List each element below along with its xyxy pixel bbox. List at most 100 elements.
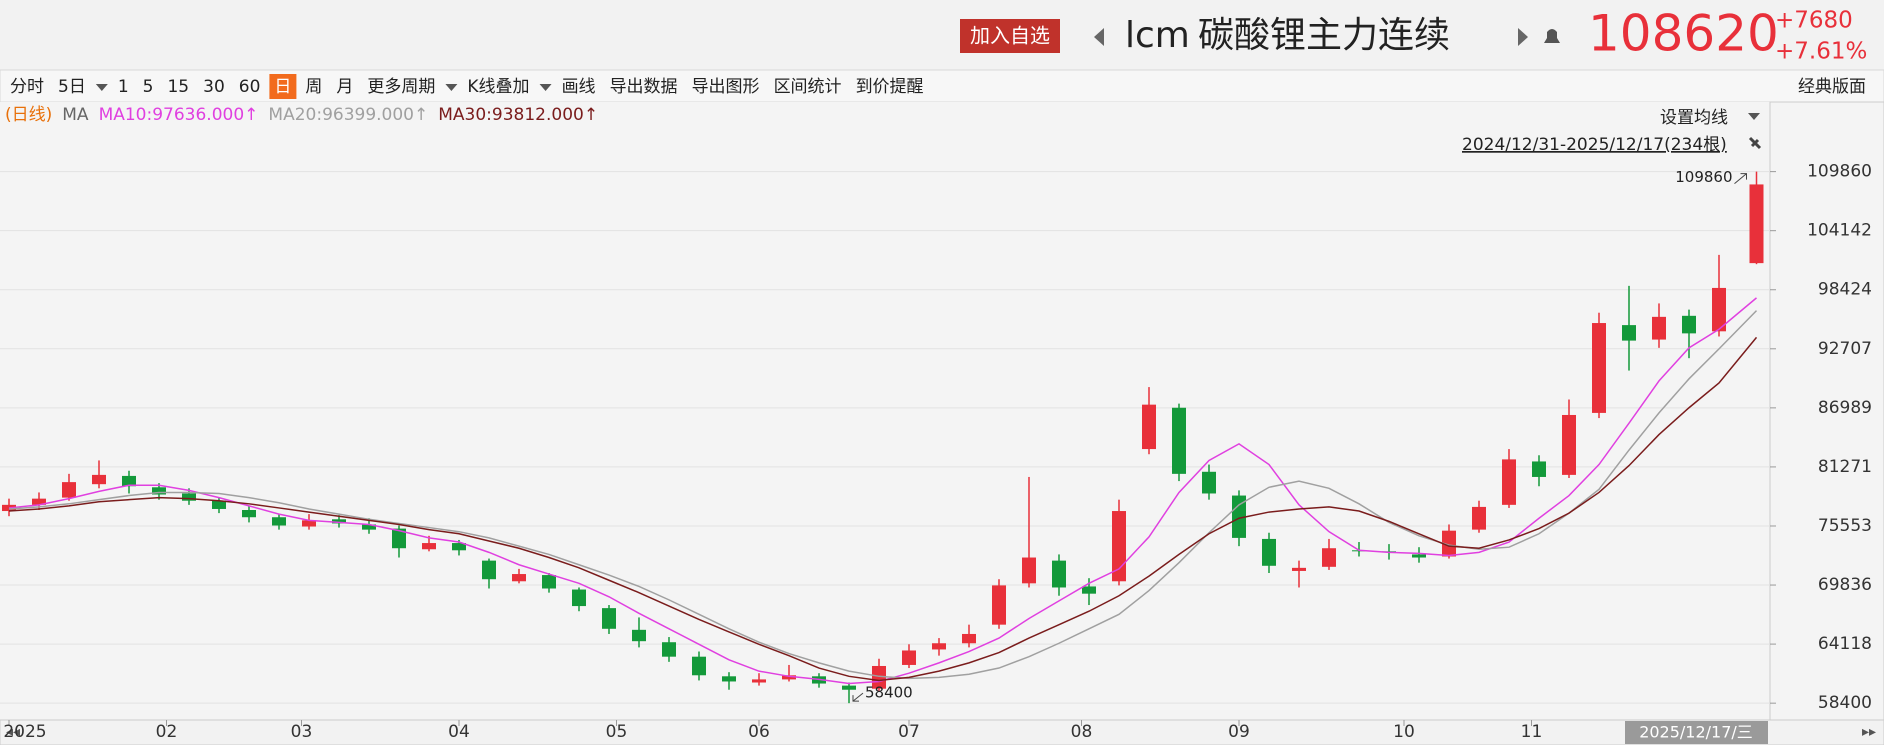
toolbar — [0, 69, 1884, 103]
x-tick-label: 11 — [1521, 722, 1543, 742]
candle-body — [152, 487, 166, 495]
legend-item: MA20:96399.000↑ — [268, 105, 428, 125]
add-watch-button[interactable] — [960, 19, 1060, 53]
next-arrow[interactable] — [1518, 28, 1528, 46]
change: +7680 — [1775, 8, 1853, 34]
header-bg — [0, 0, 1884, 70]
candle-body — [632, 629, 646, 642]
candle-body — [1292, 567, 1306, 571]
candle-body — [1682, 315, 1696, 334]
toolbar-item[interactable]: 更多周期 — [367, 77, 435, 97]
x-axis-area — [0, 719, 1884, 745]
candle-body — [542, 575, 556, 589]
symbol: lcm — [1125, 15, 1190, 56]
candle-body — [1652, 316, 1666, 340]
candle-body — [62, 482, 76, 498]
layout-button[interactable]: 经典版面 — [1798, 77, 1866, 97]
toolbar-item[interactable]: 周 — [305, 77, 322, 97]
toolbar-item[interactable]: 1 — [118, 77, 129, 97]
y-tick-label: 69836 — [1818, 575, 1872, 595]
candle-body — [1412, 554, 1426, 558]
x-tick-label: 02 — [156, 722, 178, 742]
plot-area — [0, 102, 1770, 720]
candle-body — [332, 519, 346, 524]
candle-body — [1622, 325, 1636, 341]
candle-body — [212, 500, 226, 509]
cursor-box — [1625, 721, 1768, 744]
last-price: 108620 — [1588, 5, 1779, 63]
toolbar-item[interactable]: 5 — [143, 77, 154, 97]
legend-item: MA10:97636.000↑ — [99, 105, 259, 125]
candle-body — [32, 498, 46, 505]
candle-body — [92, 474, 106, 485]
min-arrow — [852, 692, 864, 702]
toolbar-items: 分时 5日 1 5 15 30 60 日周月更多周期 K线叠加 画线 导出数据 导出图形 区间统计 到价提… — [10, 74, 924, 99]
dropdown-arrow — [95, 84, 108, 91]
toolbar-item[interactable]: 月 — [336, 77, 353, 97]
active-period — [269, 74, 297, 99]
x-tick-label: 07 — [898, 722, 920, 742]
bell-icon[interactable] — [1544, 29, 1560, 43]
y-tick-label: 75553 — [1818, 516, 1872, 536]
candle-body — [1562, 414, 1576, 475]
toolbar-item[interactable]: K线叠加 — [467, 77, 529, 97]
range-label: 2024/12/31-2025/12/17(234根) — [1462, 135, 1727, 155]
candle-body — [1142, 404, 1156, 450]
y-tick-label: 92707 — [1818, 339, 1872, 359]
x-tick-label: 03 — [291, 722, 313, 742]
scroll-right[interactable]: ▸▸ — [1862, 724, 1876, 740]
dropdown-arrow — [445, 84, 458, 91]
prev-arrow[interactable] — [1094, 28, 1104, 46]
pin-icon[interactable] — [1748, 136, 1762, 150]
scroll-left[interactable]: ◂◂ — [6, 724, 20, 740]
candle-body — [242, 510, 256, 518]
max-label: 109860 — [1675, 168, 1732, 186]
candle-body — [1502, 459, 1516, 505]
candle-body — [572, 589, 586, 607]
candle-body — [662, 642, 676, 657]
candle-body — [1112, 511, 1126, 582]
candle-body — [1172, 407, 1186, 474]
dropdown-arrow[interactable] — [1748, 113, 1760, 120]
toolbar-item[interactable]: 15 — [167, 77, 189, 97]
candle-body — [1052, 560, 1066, 588]
candle-body — [1532, 461, 1546, 477]
candle-body — [482, 560, 496, 580]
candle-body — [1592, 323, 1606, 413]
y-axis-area — [1769, 101, 1884, 721]
x-tick-label: 08 — [1071, 722, 1093, 742]
x-tick-label: 09 — [1228, 722, 1250, 742]
toolbar-item[interactable]: 60 — [239, 77, 261, 97]
contract-name: 碳酸锂主力连续 — [1198, 15, 1450, 56]
candle-body — [1442, 530, 1456, 557]
candle-body — [1749, 184, 1764, 264]
toolbar-item[interactable]: 导出数据 — [610, 77, 678, 97]
legend-item: MA30:93812.000↑ — [438, 105, 598, 125]
toolbar-item[interactable]: 日 — [274, 77, 291, 97]
ma-line — [8, 297, 1757, 685]
toolbar-item[interactable]: 区间统计 — [774, 77, 842, 97]
candle-body — [872, 665, 886, 689]
toolbar-item[interactable]: 导出图形 — [692, 77, 760, 97]
max-arrow — [1734, 173, 1747, 185]
toolbar-item[interactable]: 画线 — [562, 77, 596, 97]
toolbar-item[interactable]: 30 — [203, 77, 225, 97]
y-tick-label: 104142 — [1807, 221, 1872, 241]
toolbar-item[interactable]: 分时 — [10, 77, 44, 97]
add-watch-label[interactable]: 加入自选 — [970, 24, 1050, 48]
toolbar-item[interactable]: 到价提醒 — [856, 77, 924, 97]
min-label: 58400 — [865, 684, 913, 702]
x-tick-label: 04 — [448, 722, 470, 742]
candle-body — [272, 517, 286, 526]
change-percent: +7.61% — [1775, 39, 1867, 65]
toolbar-item[interactable]: 5日 — [58, 77, 86, 97]
ma-setting[interactable]: 设置均线 — [1660, 108, 1728, 128]
candle-body — [992, 585, 1006, 625]
candle-body — [752, 679, 766, 683]
candle-body — [512, 574, 526, 582]
candle-body — [1082, 586, 1096, 594]
candle-body — [1232, 495, 1246, 538]
x-tick-label: 05 — [606, 722, 628, 742]
candle-body — [1202, 471, 1216, 494]
candle-body — [392, 528, 406, 549]
